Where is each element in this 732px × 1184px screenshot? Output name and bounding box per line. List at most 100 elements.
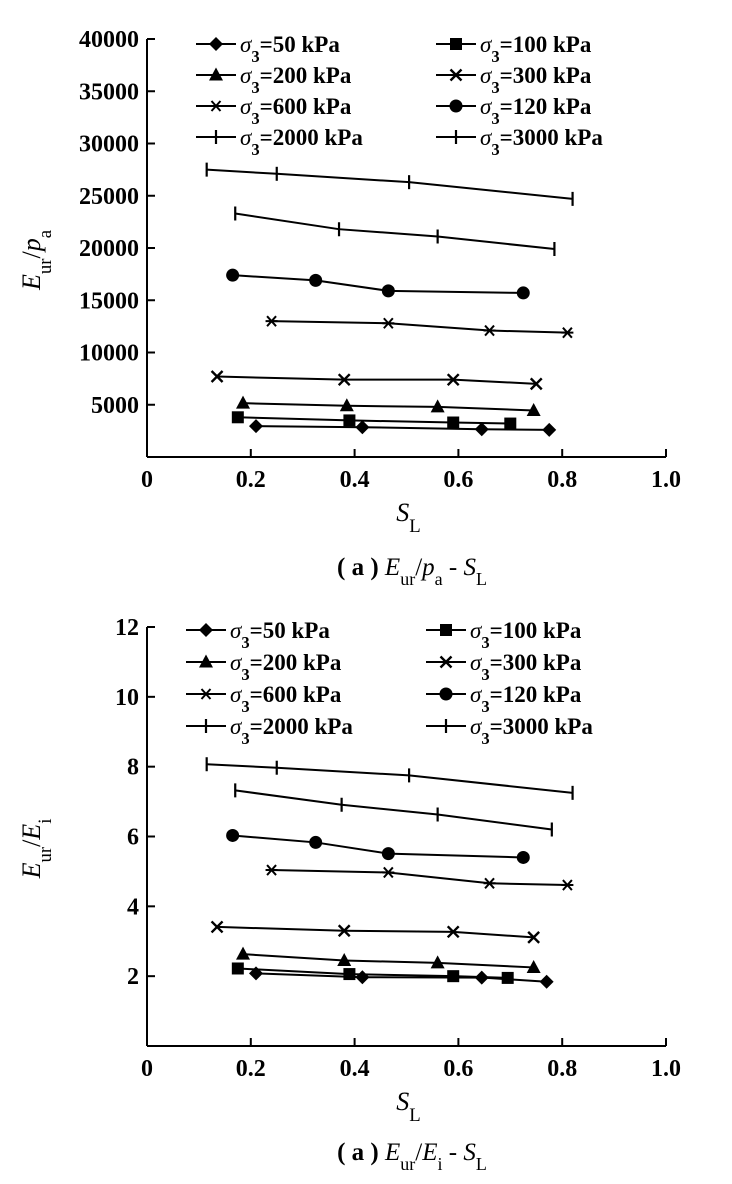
data-point bbox=[382, 866, 395, 879]
legend-label: σ3=200 kPa bbox=[230, 650, 342, 684]
legend-marker bbox=[449, 99, 463, 113]
series-line bbox=[232, 834, 524, 859]
x-axis-label: SL bbox=[396, 498, 420, 537]
legend-label: σ3=100 kPa bbox=[480, 32, 592, 66]
series-line bbox=[217, 375, 537, 385]
data-point bbox=[343, 968, 356, 981]
series-line bbox=[206, 763, 573, 794]
legend-marker bbox=[209, 37, 223, 51]
y-tick-label: 15000 bbox=[79, 288, 139, 314]
series-line bbox=[242, 953, 534, 969]
legend-marker bbox=[199, 623, 213, 637]
x-tick-label: 0.8 bbox=[547, 467, 577, 493]
data-point bbox=[236, 395, 251, 409]
legend-marker bbox=[450, 38, 462, 50]
series-line bbox=[255, 972, 547, 983]
data-point bbox=[355, 420, 370, 435]
y-axis-label: Eur/Ei bbox=[17, 819, 56, 880]
data-point bbox=[265, 315, 278, 327]
data-point bbox=[446, 373, 460, 387]
legend-label: σ3=120 kPa bbox=[470, 682, 582, 716]
data-point bbox=[529, 377, 543, 391]
data-point bbox=[504, 417, 517, 430]
data-point bbox=[561, 326, 574, 339]
data-point bbox=[539, 974, 554, 989]
legend-label: σ3=50 kPa bbox=[240, 32, 340, 66]
data-point bbox=[231, 962, 244, 975]
legend-label: σ3=3000 kPa bbox=[470, 714, 593, 748]
data-point bbox=[436, 807, 439, 822]
data-point bbox=[483, 877, 496, 889]
series-line bbox=[232, 274, 524, 294]
legend-label: σ3=600 kPa bbox=[240, 94, 352, 128]
data-point bbox=[516, 286, 530, 300]
legend-marker bbox=[199, 654, 213, 668]
data-point bbox=[234, 206, 237, 221]
data-point bbox=[234, 783, 237, 798]
x-axis-label: SL bbox=[396, 1087, 420, 1126]
data-point bbox=[436, 229, 439, 244]
data-point bbox=[337, 924, 351, 938]
x-tick-label: 1.0 bbox=[651, 467, 681, 493]
data-point bbox=[337, 373, 351, 387]
series-line bbox=[271, 320, 568, 334]
series-line bbox=[235, 212, 555, 251]
data-point bbox=[226, 268, 240, 282]
x-tick-label: 0.6 bbox=[443, 467, 473, 493]
legend-label: σ3=2000 kPa bbox=[240, 125, 363, 159]
data-point bbox=[210, 920, 224, 934]
figure-caption: ( a ) Eur/pa - SL bbox=[337, 554, 487, 589]
legend-label: σ3=2000 kPa bbox=[230, 714, 353, 748]
x-tick-label: 0.6 bbox=[443, 1056, 473, 1082]
y-tick-label: 12 bbox=[115, 615, 139, 641]
data-point bbox=[337, 222, 341, 237]
data-point bbox=[447, 970, 460, 983]
series-line bbox=[242, 402, 534, 412]
series-line bbox=[237, 967, 508, 979]
legend-marker bbox=[204, 719, 208, 733]
x-tick-label: 0.8 bbox=[547, 1056, 577, 1082]
data-point bbox=[483, 324, 496, 337]
y-tick-label: 8 bbox=[127, 755, 139, 781]
y-tick-label: 6 bbox=[127, 825, 139, 851]
data-point bbox=[309, 835, 323, 849]
series-line bbox=[217, 925, 534, 939]
y-tick-label: 25000 bbox=[79, 184, 139, 210]
data-point bbox=[337, 952, 352, 966]
legend-marker bbox=[440, 624, 452, 636]
y-axis-label: Eur/pa bbox=[17, 229, 56, 291]
data-point bbox=[447, 416, 460, 429]
y-tick-label: 2 bbox=[127, 964, 139, 990]
data-point bbox=[561, 879, 574, 891]
series-line bbox=[235, 789, 552, 831]
figure-caption: ( a ) Eur/Ei - SL bbox=[337, 1139, 487, 1174]
data-point bbox=[526, 959, 541, 973]
legend-label: σ3=120 kPa bbox=[480, 94, 592, 128]
data-point bbox=[226, 828, 240, 842]
legend-label: σ3=200 kPa bbox=[240, 63, 352, 97]
legend-marker bbox=[439, 655, 453, 669]
data-point bbox=[309, 273, 323, 287]
legend-label: σ3=100 kPa bbox=[470, 618, 582, 652]
data-point bbox=[553, 242, 556, 257]
legend-marker bbox=[209, 67, 223, 81]
data-point bbox=[542, 422, 557, 437]
chart-eur-ei: 0 0.2 0.4 0.6 0.8 1.0 2 4 6 8 10 12 SL Eur/Ei σ3=50 kP… bbox=[17, 615, 681, 1174]
data-point bbox=[550, 822, 553, 837]
series-line bbox=[255, 425, 550, 431]
legend-label: σ3=50 kPa bbox=[230, 618, 330, 652]
x-tick-label: 0.4 bbox=[340, 1056, 370, 1082]
x-tick-label: 0 bbox=[141, 1056, 153, 1082]
chart-eur-pa: 0 0.2 0.4 0.6 0.8 1.0 5000 10000 15000 20000 25000… bbox=[17, 27, 681, 589]
legend-label: σ3=300 kPa bbox=[470, 650, 582, 684]
data-point bbox=[236, 946, 251, 960]
y-tick-label: 40000 bbox=[79, 27, 139, 53]
legend-marker bbox=[449, 68, 463, 82]
series-line bbox=[271, 869, 568, 887]
data-point bbox=[343, 414, 356, 427]
data-point bbox=[248, 419, 263, 434]
data-point bbox=[210, 370, 224, 383]
legend-marker bbox=[214, 130, 218, 144]
x-tick-label: 0 bbox=[141, 467, 153, 493]
legend-marker bbox=[439, 687, 453, 701]
